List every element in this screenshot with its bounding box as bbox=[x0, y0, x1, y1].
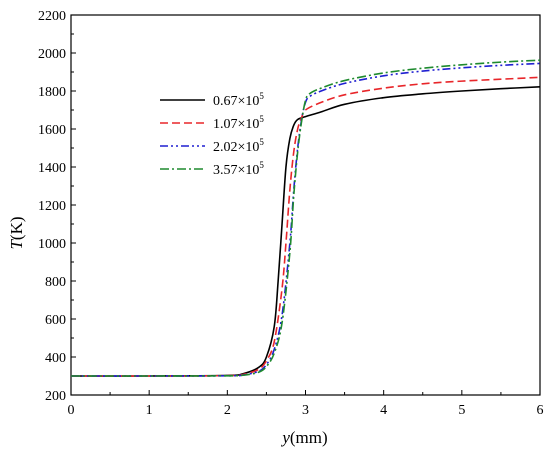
series-layer bbox=[70, 59, 541, 377]
legend-label-exponent: 5 bbox=[259, 91, 264, 101]
x-axis-ticks: 0 1 2 3 4 5 6 bbox=[68, 390, 544, 418]
y-tick-label: 1400 bbox=[38, 161, 66, 176]
legend-label-exponent: 5 bbox=[259, 160, 264, 170]
x-axis-unit: (mm) bbox=[290, 428, 328, 447]
plot-border bbox=[70, 14, 541, 396]
y-axis-var: T bbox=[7, 239, 26, 250]
legend-label-4: 3.57×105 bbox=[213, 160, 264, 178]
legend-label-3: 2.02×105 bbox=[213, 137, 264, 155]
x-tick-label: 2 bbox=[224, 403, 231, 418]
x-tick-label: 1 bbox=[146, 403, 153, 418]
legend-label-base: 0.67×10 bbox=[213, 94, 259, 109]
series-line-2 bbox=[70, 76, 541, 377]
legend-label-base: 1.07×10 bbox=[213, 117, 259, 132]
y-axis-unit: (K) bbox=[7, 216, 26, 240]
y-tick-label: 1200 bbox=[38, 199, 66, 214]
legend-label-1: 0.67×105 bbox=[213, 91, 264, 109]
legend-label-2: 1.07×105 bbox=[213, 114, 264, 132]
legend-label-base: 3.57×10 bbox=[213, 163, 259, 178]
y-tick-label: 2000 bbox=[38, 47, 66, 62]
x-tick-label: 4 bbox=[380, 403, 387, 418]
legend-label-base: 2.02×10 bbox=[213, 140, 259, 155]
y-tick-label: 400 bbox=[45, 351, 66, 366]
y-tick-label: 2200 bbox=[38, 9, 66, 24]
legend-label-exponent: 5 bbox=[259, 114, 264, 124]
x-axis-title: y(mm) bbox=[280, 428, 327, 447]
plot-frame bbox=[70, 14, 541, 396]
y-tick-label: 600 bbox=[45, 313, 66, 328]
y-axis-title: T(K) bbox=[7, 216, 26, 249]
x-axis-var: y bbox=[280, 428, 290, 447]
y-tick-label: 200 bbox=[45, 389, 66, 404]
series-line-4 bbox=[70, 59, 541, 377]
y-tick-label: 1800 bbox=[38, 85, 66, 100]
y-tick-label: 800 bbox=[45, 275, 66, 290]
x-tick-label: 3 bbox=[302, 403, 309, 418]
y-tick-label: 1000 bbox=[38, 237, 66, 252]
series-line-1 bbox=[70, 86, 541, 377]
x-tick-label: 5 bbox=[458, 403, 465, 418]
x-tick-label: 0 bbox=[68, 403, 75, 418]
x-tick-label: 6 bbox=[537, 403, 544, 418]
series-line-3 bbox=[70, 62, 541, 377]
y-tick-label: 1600 bbox=[38, 123, 66, 138]
legend-label-exponent: 5 bbox=[259, 137, 264, 147]
y-axis-ticks: 200 400 600 800 1000 1200 1400 1600 1800 2000 2200 bbox=[38, 9, 76, 404]
